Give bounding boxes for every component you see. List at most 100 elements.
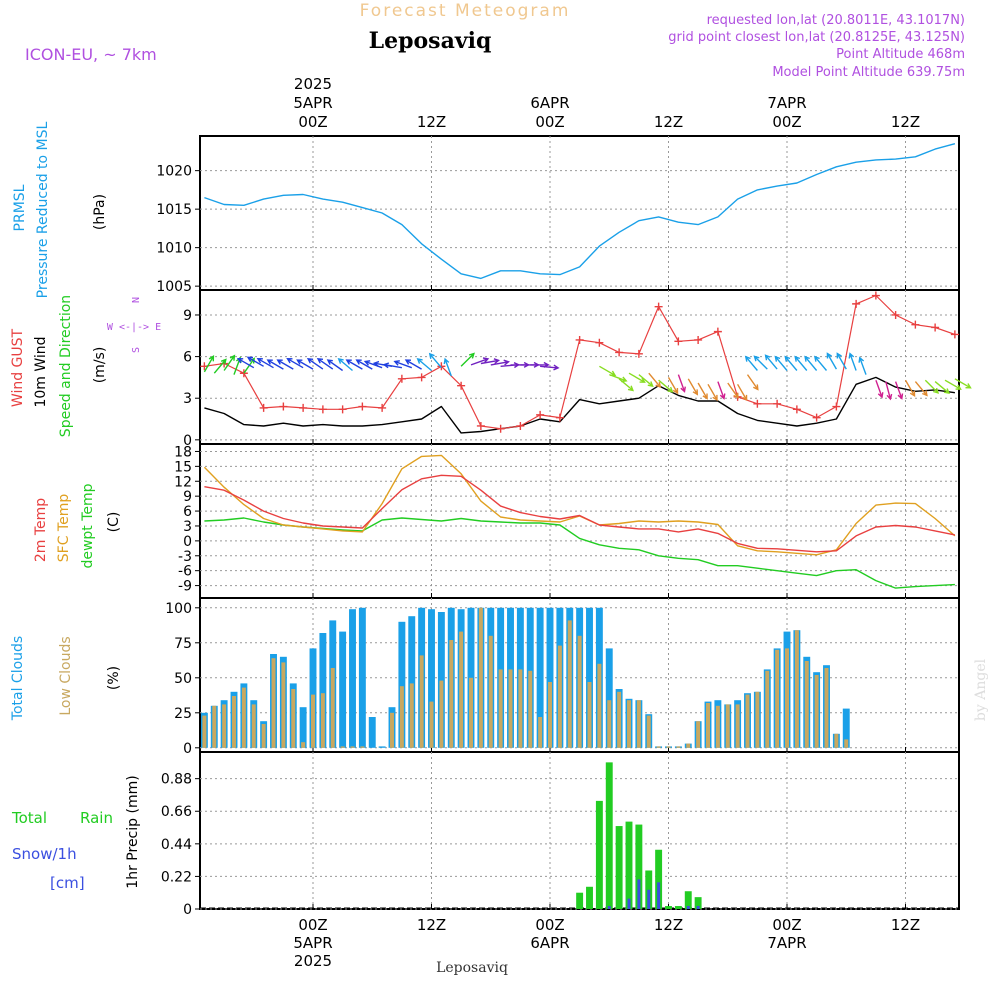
low-cloud-bar — [538, 717, 543, 748]
sfc-temp-line — [203, 454, 956, 556]
low-cloud-bar — [281, 662, 286, 748]
precip-unit: 1hr Precip (mm) — [125, 775, 141, 888]
low-cloud-bar — [429, 701, 434, 748]
wind-arrow — [774, 355, 788, 371]
low-cloud-bar — [488, 635, 493, 748]
temp-frame — [199, 443, 960, 599]
temp-ytick-label: -9 — [178, 579, 192, 595]
gust-marker — [259, 403, 268, 412]
pressure-ytick-label: 1015 — [156, 202, 192, 218]
wind-arrow — [286, 357, 304, 369]
rain-bar — [665, 906, 672, 909]
precip-label-rain: Rain — [80, 809, 113, 827]
clouds-label-low: Low Clouds — [58, 636, 74, 715]
clouds-ytick-label: 75 — [174, 636, 192, 652]
wind-arrow — [804, 355, 818, 371]
wind-arrow — [599, 365, 617, 377]
gust-marker — [536, 410, 545, 419]
product-title: Forecast Meteogram — [360, 1, 571, 21]
wind-arrow — [736, 383, 748, 402]
low-cloud-bar — [636, 700, 641, 748]
gust-marker — [753, 399, 762, 408]
compass-north: N — [131, 297, 142, 303]
wind-arrow — [628, 372, 646, 383]
wind-arrow — [480, 358, 501, 365]
low-cloud-bar — [656, 746, 661, 748]
pressure-label-prmsl: PRMSL — [12, 184, 28, 231]
compass-south: S — [131, 347, 142, 353]
gust-marker — [318, 405, 327, 414]
total-cloud-bar — [368, 717, 376, 748]
top-time-label: 2025 — [294, 75, 332, 93]
total-cloud-bar — [408, 616, 416, 748]
gust-marker — [891, 310, 900, 319]
temp-ytick-label: -6 — [178, 564, 192, 580]
low-cloud-bar — [715, 705, 720, 748]
gust-marker — [792, 405, 801, 414]
top-time-label: 00Z — [298, 113, 327, 131]
wind-arrow — [460, 352, 475, 367]
wind-label-gust: Wind GUST — [10, 328, 26, 407]
rain-bar — [655, 849, 663, 909]
low-cloud-bar — [399, 686, 404, 748]
temp-ytick-label: 12 — [174, 474, 192, 490]
low-cloud-bar — [804, 661, 809, 748]
wind-arrow — [306, 357, 324, 370]
low-cloud-bar — [518, 669, 523, 748]
top-time-label: 7APR — [767, 94, 806, 112]
wind-arrow — [345, 359, 363, 370]
gust-marker — [634, 349, 643, 358]
wind-arrow — [638, 374, 654, 388]
low-cloud-bar — [251, 704, 256, 748]
wind-speed-line — [204, 376, 955, 434]
temp-ytick-label: 15 — [174, 459, 192, 475]
wind-arrow — [236, 357, 255, 369]
temp-label-sfc: SFC Temp — [56, 494, 72, 563]
low-cloud-bar — [449, 640, 454, 748]
wind-arrow — [296, 359, 314, 370]
wind-arrow — [256, 357, 274, 369]
wind-arrow — [470, 357, 490, 366]
wind-arrow — [794, 355, 808, 371]
temp-ytick-label: 3 — [183, 519, 192, 535]
low-cloud-bar — [567, 620, 572, 748]
gust-marker — [832, 402, 841, 411]
rain-bar — [605, 762, 613, 909]
rain-bar — [586, 886, 593, 909]
gust-marker — [713, 327, 722, 336]
wind-arrow — [223, 354, 236, 371]
gust-marker — [812, 413, 821, 422]
gust-marker — [397, 374, 406, 383]
top-time-label: 12Z — [654, 113, 683, 131]
rain-bar — [635, 824, 643, 909]
low-cloud-bar — [676, 746, 681, 748]
wind-arrow — [355, 359, 373, 370]
low-cloud-bar — [557, 645, 562, 748]
bottom-time-label: 00Z — [535, 916, 564, 934]
low-cloud-bar — [617, 691, 622, 748]
wind-arrow — [416, 357, 432, 372]
pressure-label-msl: Pressure Reduced to MSL — [35, 121, 51, 298]
top-time-label: 6APR — [530, 94, 569, 112]
low-cloud-bar — [271, 658, 276, 748]
bottom-time-label: 12Z — [417, 916, 446, 934]
gust-marker — [654, 302, 663, 311]
wind-arrow — [914, 381, 928, 397]
gust-marker — [773, 399, 782, 408]
low-cloud-bar — [824, 668, 829, 748]
wind-arrow — [934, 381, 951, 395]
wind-arrow — [667, 377, 679, 395]
gust-marker — [299, 403, 308, 412]
wind-ytick-label: 6 — [183, 350, 192, 366]
top-time-label: 00Z — [535, 113, 564, 131]
low-cloud-bar — [340, 746, 345, 748]
snow-bar — [627, 898, 631, 909]
total-cloud-bar — [428, 609, 435, 748]
snow-bar — [696, 906, 700, 909]
temperature-panel: 2m Temp SFC Temp dewpt Temp (C) -9-6-303… — [33, 443, 960, 599]
wind-arrow — [707, 383, 718, 402]
wind-arrow — [764, 354, 778, 370]
low-cloud-bar — [844, 739, 849, 748]
low-cloud-bar — [311, 694, 315, 748]
low-cloud-bar — [222, 704, 227, 748]
